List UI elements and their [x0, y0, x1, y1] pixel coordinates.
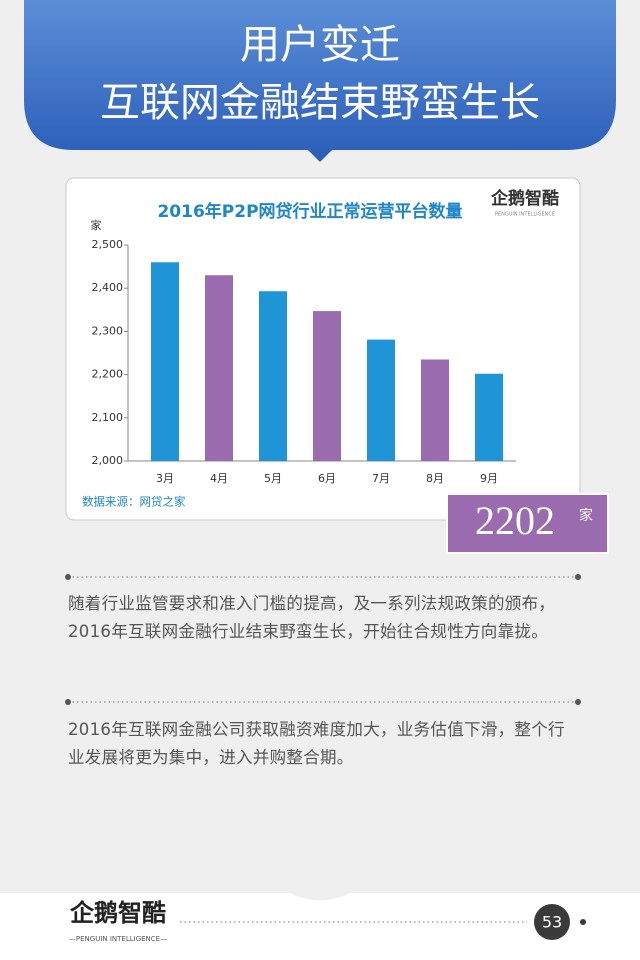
header-title: 互联网金融结束野蛮生长 — [100, 80, 540, 126]
x-tick-label: 8月 — [426, 472, 444, 485]
bar — [205, 275, 233, 461]
bar — [475, 373, 503, 461]
separator-dot — [65, 699, 71, 705]
y-tick-label: 2,200 — [92, 368, 124, 381]
x-tick-label: 3月 — [156, 472, 174, 485]
header-banner — [24, 0, 616, 162]
bar — [367, 339, 395, 461]
separator-dot — [575, 574, 581, 580]
x-tick-label: 5月 — [264, 472, 282, 485]
x-tick-label: 4月 — [210, 472, 228, 485]
separator-dot — [575, 699, 581, 705]
highlight-unit: 家 — [579, 507, 593, 524]
y-tick-label: 2,500 — [92, 238, 124, 251]
chart-logo: 企鹅智酷 — [490, 188, 559, 209]
y-tick-label: 2,100 — [92, 411, 124, 424]
footer-band — [0, 893, 640, 960]
page-number: 53 — [542, 913, 562, 932]
bar — [421, 359, 449, 461]
y-axis-label: 家 — [91, 218, 102, 232]
x-tick-label: 7月 — [372, 472, 390, 485]
highlight-value: 2202 — [475, 498, 555, 543]
chart-title: 2016年P2P网贷行业正常运营平台数量 — [157, 201, 462, 222]
highlight-box — [446, 493, 609, 554]
bar — [313, 311, 341, 461]
footer-logo: 企鹅智酷 — [70, 899, 166, 927]
footer-logo-sub: —PENGUIN INTELLIGENCE— — [69, 935, 167, 943]
chart-source: 数据来源：网贷之家 — [82, 495, 186, 509]
paragraph: 随着行业监管要求和准入门槛的提高，及一系列法规政策的颁布，2016年互联网金融行… — [68, 594, 556, 641]
x-tick-label: 9月 — [480, 472, 498, 485]
chart-logo-sub: PENGUIN INTELLIGENCE — [495, 212, 555, 218]
bar — [151, 262, 179, 461]
page-number-circle — [534, 904, 570, 940]
header-title: 用户变迁 — [240, 22, 400, 68]
separator-dot — [65, 574, 71, 580]
paragraph: 2016年互联网金融公司获取融资难度加大，业务估值下滑，整个行业发展将更为集中，… — [68, 720, 565, 767]
y-tick-label: 2,000 — [92, 454, 124, 467]
footer-dot — [580, 919, 586, 925]
y-tick-label: 2,400 — [92, 281, 124, 294]
footer-notch — [290, 893, 350, 901]
bar — [259, 291, 287, 461]
x-tick-label: 6月 — [318, 472, 336, 485]
y-tick-label: 2,300 — [92, 324, 124, 337]
